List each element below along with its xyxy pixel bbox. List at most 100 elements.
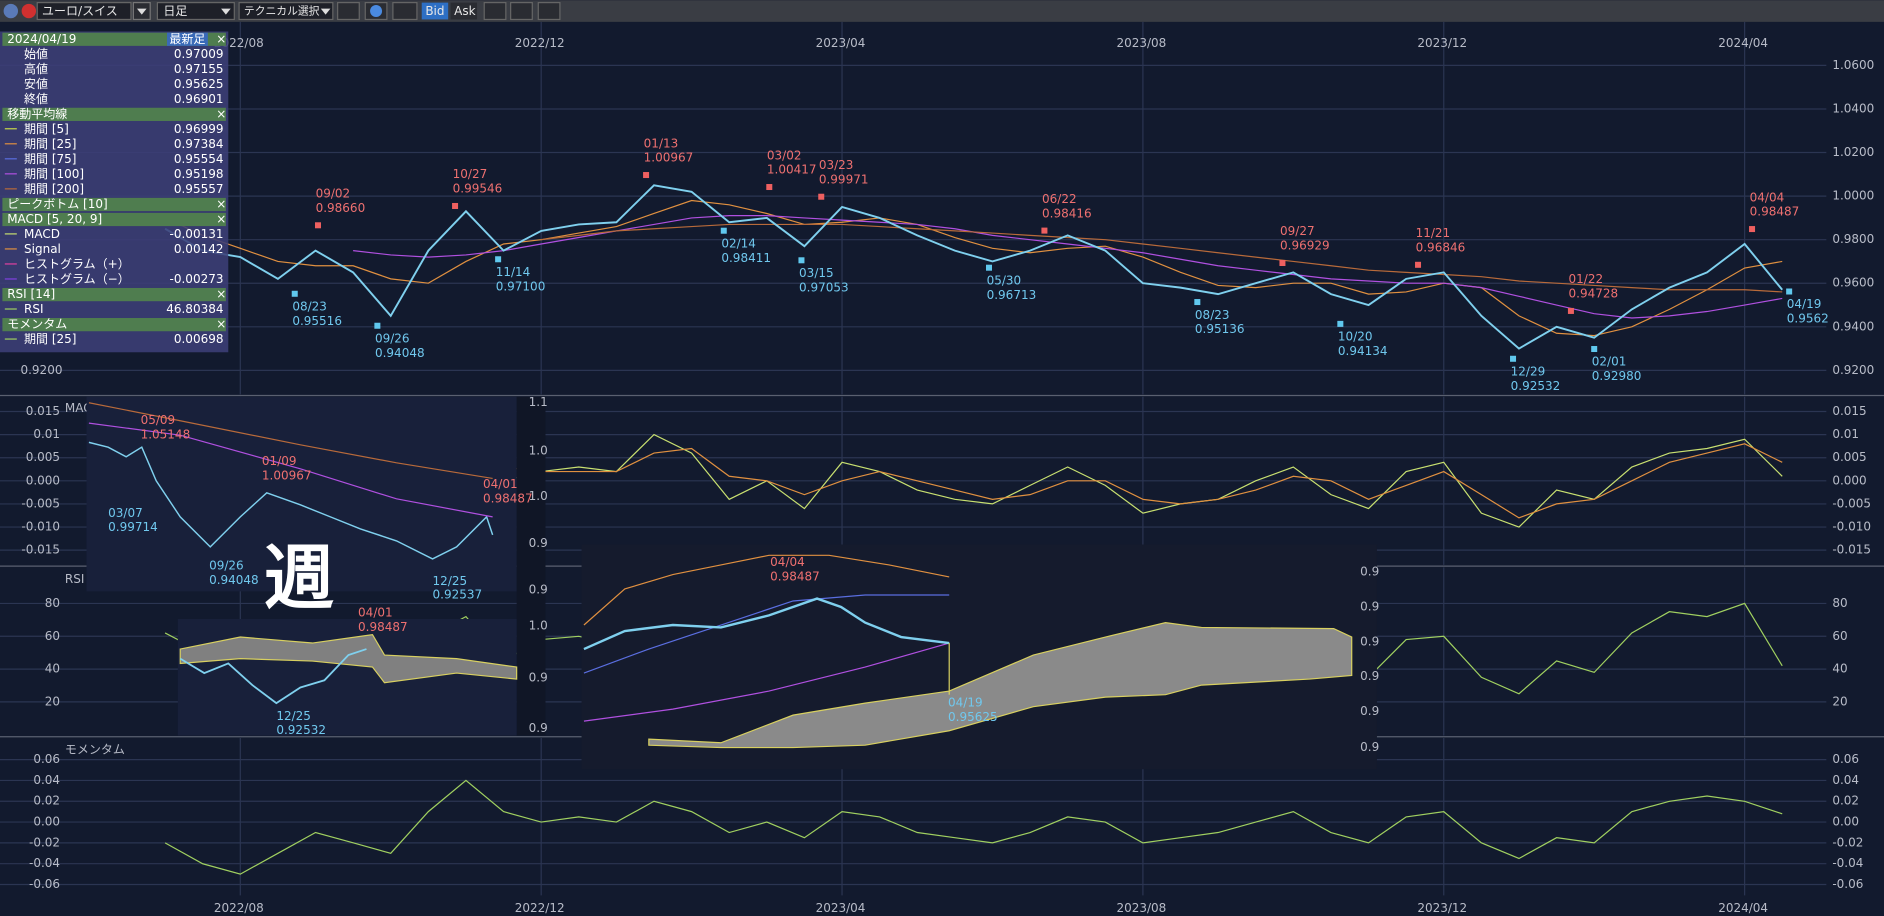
- annotation-date: 04/04: [1750, 190, 1785, 204]
- x-tick-label: 2023/08: [1116, 36, 1166, 50]
- section-title: 移動平均線: [7, 106, 67, 121]
- y-tick-label: 0.9200: [1832, 363, 1874, 377]
- y-tick-label: 0.015: [26, 404, 60, 418]
- row-value: 46.80384: [166, 302, 223, 316]
- y-tick-label: 0.06: [1832, 752, 1859, 766]
- close-button[interactable]: ×: [216, 107, 226, 121]
- annotation-value: 0.94134: [1338, 344, 1388, 358]
- close-button[interactable]: ×: [216, 32, 226, 46]
- band: [583, 554, 950, 626]
- weekly-label: 01/09: [262, 454, 297, 468]
- band: [583, 642, 950, 722]
- annotation-date: 03/15: [799, 266, 834, 280]
- y-tick-label: 0.015: [1832, 404, 1866, 418]
- y-tick-label: 0.9600: [1832, 276, 1874, 290]
- icon[interactable]: [3, 3, 19, 19]
- draw-button[interactable]: [337, 2, 360, 21]
- row-label: Signal: [24, 242, 61, 256]
- y-tick-label: 0.02: [33, 794, 60, 808]
- close-button[interactable]: ×: [216, 287, 226, 301]
- section-title: ピークボトム [10]: [7, 197, 107, 211]
- peak-marker: [1749, 226, 1756, 233]
- ma-line: [541, 223, 1783, 293]
- annotation-date: 12/29: [1511, 364, 1546, 378]
- row-label: 期間 [100]: [24, 167, 84, 181]
- section-title: RSI [14]: [7, 287, 55, 301]
- annotation-value: 0.96929: [1280, 239, 1330, 253]
- small-price: [179, 648, 367, 705]
- panel-date: 2024/04/19: [7, 32, 76, 46]
- bid-button[interactable]: [421, 2, 449, 20]
- timeframe-select[interactable]: [156, 2, 235, 21]
- cloud: [179, 633, 518, 684]
- close-button[interactable]: ×: [216, 212, 226, 226]
- ma-line: [164, 199, 1783, 337]
- weekly-label: 1.00967: [262, 469, 312, 483]
- small-label: 0.92532: [276, 723, 326, 737]
- small-label: 04/01: [358, 605, 393, 619]
- y-tick-label: -0.010: [1832, 520, 1871, 534]
- peak-marker: [818, 193, 825, 200]
- row-label: MACD: [24, 227, 60, 241]
- weekly-label: 04/01: [483, 477, 518, 491]
- close-button[interactable]: ×: [216, 317, 226, 331]
- row-label: 期間 [5]: [24, 122, 69, 136]
- annotation-value: 0.98416: [1042, 206, 1092, 220]
- timeframe: 日足: [163, 4, 187, 18]
- band: [583, 594, 950, 674]
- section-header: [2, 212, 226, 227]
- toolbar: ユーロ/スイス 日足 テクニカル選択 Bid Ask: [0, 0, 1884, 22]
- x-tick-label: 2023/04: [816, 901, 866, 915]
- y-tick-label: 0.000: [26, 473, 60, 487]
- section-title: モメンタム: [7, 317, 67, 331]
- y-tick-label: 0.9200: [20, 363, 62, 377]
- symbol-select[interactable]: [36, 2, 132, 21]
- annotation-date: 08/23: [1195, 308, 1230, 322]
- zoom-in-button[interactable]: [537, 2, 561, 21]
- zoom-out-button[interactable]: [510, 2, 533, 21]
- overlay-axis-label: 0.9: [529, 536, 548, 550]
- row-label: 期間 [25]: [24, 137, 76, 151]
- row-label: 期間 [200]: [24, 182, 84, 196]
- latest-button[interactable]: [167, 32, 208, 46]
- y-tick-label: -0.02: [29, 835, 60, 849]
- ichimoku-label: 0.95625: [948, 710, 998, 724]
- peak-marker: [1041, 227, 1048, 234]
- overlay-axis-label: 0.9: [1360, 565, 1379, 579]
- row-label: 始値: [24, 46, 48, 61]
- weekly-label: 0.99714: [108, 520, 158, 534]
- y-tick-label: -0.02: [1832, 835, 1863, 849]
- ma-line: [353, 215, 1783, 319]
- overlay-axis-label: 0.9: [1360, 599, 1379, 613]
- y-tick-label: 0.9800: [1832, 232, 1874, 246]
- y-tick-label: 0.9400: [1832, 319, 1874, 333]
- annotation-value: 0.95136: [1195, 322, 1245, 336]
- annotation-date: 03/02: [767, 148, 802, 162]
- x-tick-label: 2022/08: [214, 901, 264, 915]
- small-overlay: 04/01 0.98487 12/25 0.92532: [177, 605, 518, 737]
- x-tick-label: 2024/04: [1718, 901, 1768, 915]
- y-tick-label: 1.0600: [1832, 58, 1874, 72]
- row-value: -0.00273: [170, 272, 224, 286]
- overlay-axis-label: 0.9: [529, 670, 548, 684]
- y-tick-label: -0.06: [29, 877, 60, 891]
- row-value: -0.00131: [170, 227, 224, 241]
- weekly-label: 09/26: [209, 559, 244, 573]
- bottom-marker: [720, 227, 727, 234]
- weekly-label: 05/09: [141, 413, 176, 427]
- y-tick-label: 40: [45, 662, 60, 676]
- overlay-axis-label: 0.9: [1360, 740, 1379, 754]
- ask-button[interactable]: [450, 2, 478, 20]
- y-tick-label: 80: [45, 596, 60, 610]
- bottom-marker: [1337, 320, 1344, 327]
- section-header: [2, 318, 226, 332]
- latest-label: 最新足: [169, 32, 205, 46]
- close-button[interactable]: ×: [216, 197, 226, 211]
- annotation-value: 0.97100: [496, 279, 546, 293]
- bottom-marker: [1510, 355, 1517, 362]
- chart-type-button[interactable]: [392, 2, 418, 21]
- tool-button[interactable]: [483, 2, 507, 21]
- technical-select[interactable]: [238, 2, 334, 21]
